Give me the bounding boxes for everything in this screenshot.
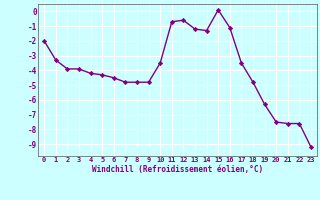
X-axis label: Windchill (Refroidissement éolien,°C): Windchill (Refroidissement éolien,°C) [92, 165, 263, 174]
